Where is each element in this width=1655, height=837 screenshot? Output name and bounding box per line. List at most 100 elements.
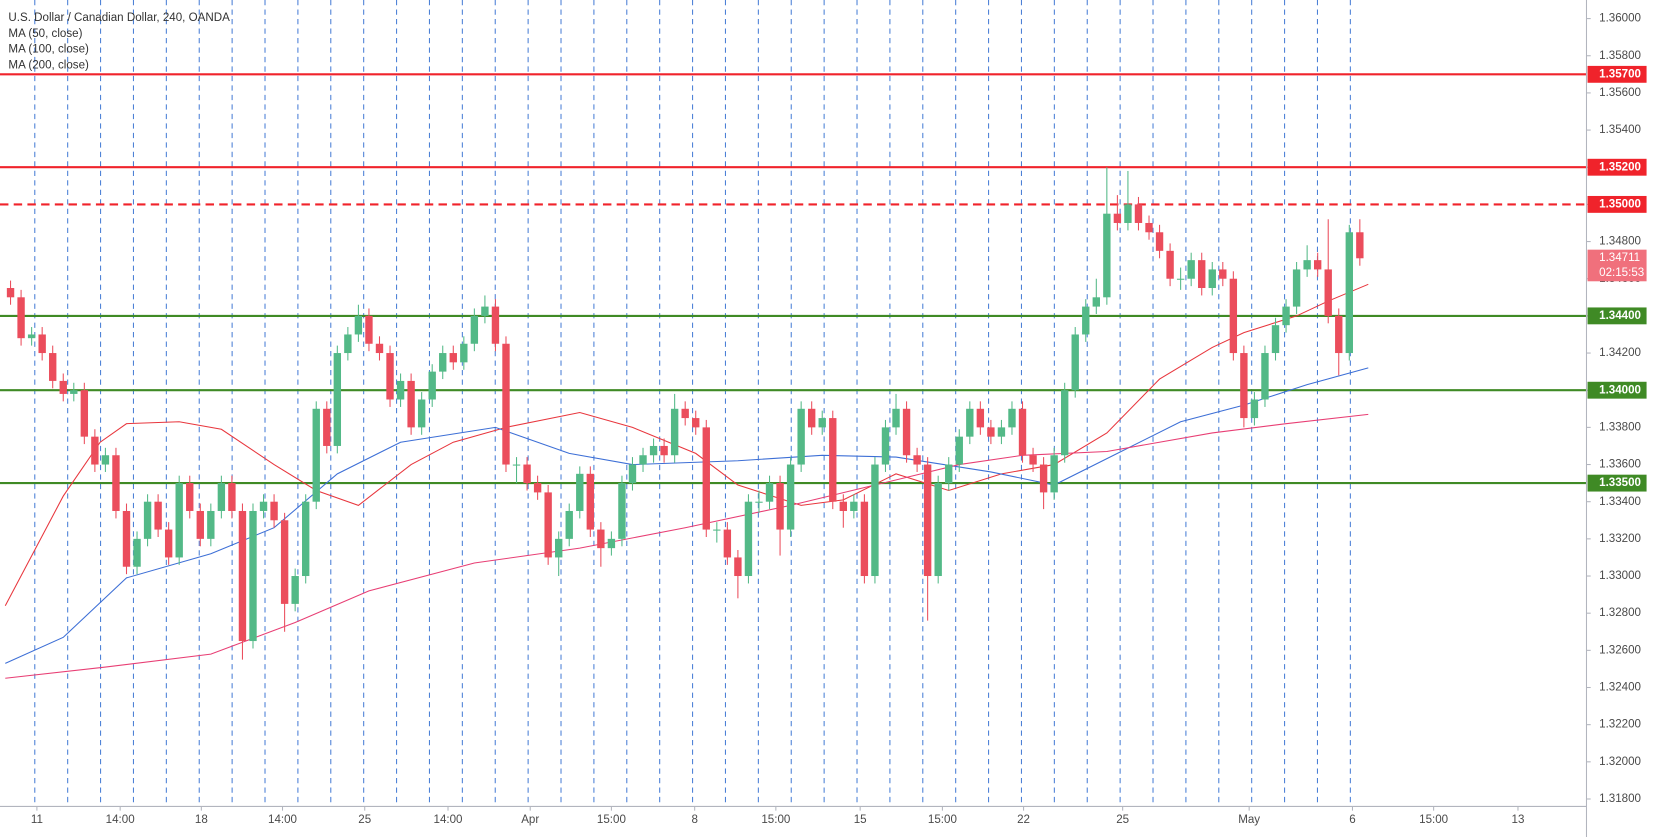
candle-body (934, 483, 942, 577)
candle-body (955, 436, 963, 465)
candle-body (1155, 232, 1164, 251)
x-tick-label: 15 (854, 814, 867, 826)
candle-body (1324, 269, 1332, 316)
candle-body (1176, 278, 1185, 280)
candle-body (1060, 390, 1069, 456)
x-tick-label: 8 (691, 814, 697, 826)
candle-body (1219, 269, 1227, 279)
candle-body (544, 492, 552, 558)
level-tag (1587, 474, 1647, 492)
candle-body (59, 380, 67, 394)
candle-body (249, 510, 257, 642)
candle-body (607, 538, 616, 549)
candle-body (70, 390, 78, 394)
candle-body (1145, 222, 1153, 233)
candle-body (460, 343, 468, 363)
candle-body (1103, 213, 1111, 298)
candle-body (1082, 306, 1090, 335)
x-tick-label: 15:00 (1419, 814, 1448, 826)
candle-body (101, 455, 110, 465)
candle-body (1335, 315, 1343, 354)
candle-body (892, 408, 900, 428)
candle-body (533, 483, 542, 493)
legend: MA (50, close) MA (100, close) MA (200, cl… (8, 28, 89, 72)
y-tick-label: 1.34200 (1599, 347, 1641, 359)
x-tick-label: 15:00 (761, 814, 790, 826)
y-tick-label: 1.33600 (1599, 459, 1641, 471)
x-tick-label: 13 (1512, 814, 1525, 826)
candle-body (871, 464, 879, 577)
y-tick-label: 1.34800 (1599, 236, 1641, 248)
candle-body (302, 501, 310, 577)
level-tag (1587, 158, 1647, 176)
candle-body (850, 501, 858, 511)
candle-body (776, 483, 784, 530)
x-tick-label: May (1238, 814, 1260, 826)
y-tick-label: 1.33400 (1599, 496, 1641, 508)
legend-entry: MA (50, close) (8, 28, 82, 40)
countdown-label: 02:15:53 (1599, 267, 1644, 279)
x-tick-label: 15:00 (928, 814, 957, 826)
chart-title: U.S. Dollar / Canadian Dollar, 240, OAND… (8, 12, 230, 24)
candle-body (744, 501, 753, 577)
candle-body (428, 371, 436, 400)
candle-body (1124, 204, 1132, 223)
candle-body (786, 464, 795, 530)
last-price-label: 1.34711 (1599, 252, 1640, 264)
candle-body (38, 334, 46, 354)
candle-body (945, 464, 953, 484)
candle-body (80, 390, 89, 437)
candle-body (1071, 334, 1079, 391)
candle-body (660, 445, 668, 456)
candle-body (143, 501, 152, 539)
y-tick-label: 1.31800 (1599, 793, 1641, 805)
level-tag (1587, 381, 1647, 399)
candle-body (481, 306, 489, 316)
candle-body (829, 418, 837, 502)
candle-body (1345, 232, 1353, 354)
drawn-vertical-lines (34, 0, 1351, 807)
x-tick-label: 25 (1116, 814, 1129, 826)
candle-body (1113, 213, 1122, 223)
candle-body (207, 510, 215, 539)
y-tick-label: 1.33200 (1599, 533, 1641, 545)
level-tag-label: 1.35000 (1599, 198, 1641, 210)
candle-body (439, 353, 447, 372)
candle-body (1313, 260, 1322, 270)
candle-body (807, 408, 816, 428)
candle-body (881, 427, 890, 465)
candle-body (133, 538, 141, 567)
candle-body (154, 501, 162, 530)
x-tick-label: 14:00 (106, 814, 135, 826)
candle-body (1282, 306, 1290, 326)
candle-body (1050, 455, 1058, 493)
candle-body (417, 399, 426, 428)
candle-body (270, 501, 278, 521)
candle-body (1292, 269, 1301, 307)
y-tick-label: 1.32800 (1599, 607, 1641, 619)
x-tick-label: 22 (1017, 814, 1030, 826)
candle-body (670, 408, 679, 456)
candle-body (333, 353, 342, 446)
candle-body (386, 353, 394, 400)
y-tick-label: 1.32000 (1599, 756, 1641, 768)
candle-body (1092, 297, 1100, 307)
x-tick-label: 14:00 (268, 814, 297, 826)
candle-body (1261, 353, 1269, 400)
legend-entry: MA (100, close) (8, 44, 89, 56)
candle-body (1166, 250, 1174, 279)
level-tag (1587, 65, 1647, 83)
candle-body (649, 445, 658, 456)
candle-body (491, 306, 500, 344)
candle-body (713, 529, 721, 531)
candle-body (618, 483, 626, 539)
candle-body (1250, 399, 1259, 419)
candle-body (228, 483, 236, 511)
level-tag (1587, 195, 1647, 213)
candle-body (238, 510, 247, 642)
candle-body (597, 529, 605, 549)
y-tick-label: 1.35800 (1599, 50, 1641, 62)
candle-body (1018, 408, 1027, 456)
candle-body (734, 557, 742, 577)
candle-body (365, 315, 373, 344)
